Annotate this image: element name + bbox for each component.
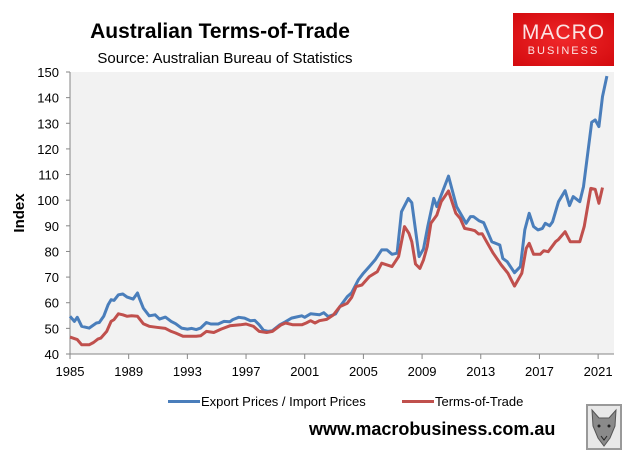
x-tick-label: 1989 — [114, 364, 143, 379]
y-tick-label: 120 — [37, 142, 59, 157]
legend-swatch-blue — [168, 400, 200, 403]
website-url: www.macrobusiness.com.au — [309, 419, 556, 439]
y-axis-label: Index — [11, 193, 28, 233]
y-tick-label: 80 — [45, 244, 59, 259]
y-tick-label: 100 — [37, 193, 59, 208]
logo-line2: BUSINESS — [527, 45, 600, 57]
macrobusiness-logo: MACRO BUSINESS — [513, 13, 614, 66]
x-tick-label: 2001 — [290, 364, 319, 379]
legend-swatch-red — [402, 400, 434, 403]
chart-title: Australian Terms-of-Trade — [90, 20, 350, 43]
y-tick-label: 60 — [45, 296, 59, 311]
x-tick-label: 1997 — [232, 364, 261, 379]
y-tick-label: 50 — [45, 321, 59, 336]
y-tick-label: 140 — [37, 91, 59, 106]
logo-line1: MACRO — [521, 21, 606, 44]
x-tick-label: 1993 — [173, 364, 202, 379]
legend-label: Export Prices / Import Prices — [201, 394, 366, 409]
x-tick-label: 1985 — [56, 364, 85, 379]
y-tick-label: 70 — [45, 270, 59, 285]
x-tick-label: 2021 — [584, 364, 613, 379]
x-tick-label: 2017 — [525, 364, 554, 379]
y-tick-label: 130 — [37, 116, 59, 131]
y-tick-label: 150 — [37, 65, 59, 80]
x-tick-label: 2013 — [466, 364, 495, 379]
x-tick-label: 2009 — [408, 364, 437, 379]
legend-item-export-import: Export Prices / Import Prices — [168, 394, 366, 409]
series-line-terms-of-trade — [69, 186, 604, 347]
legend-item-tot: Terms-of-Trade — [402, 394, 523, 409]
legend-label: Terms-of-Trade — [435, 394, 524, 409]
y-tick-label: 40 — [45, 347, 59, 362]
x-tick-label: 2005 — [349, 364, 378, 379]
fox-icon — [586, 404, 622, 450]
chart-subtitle: Source: Australian Bureau of Statistics — [97, 50, 353, 67]
y-tick-label: 90 — [45, 219, 59, 234]
y-tick-label: 110 — [38, 168, 59, 183]
plot-area — [70, 72, 614, 354]
